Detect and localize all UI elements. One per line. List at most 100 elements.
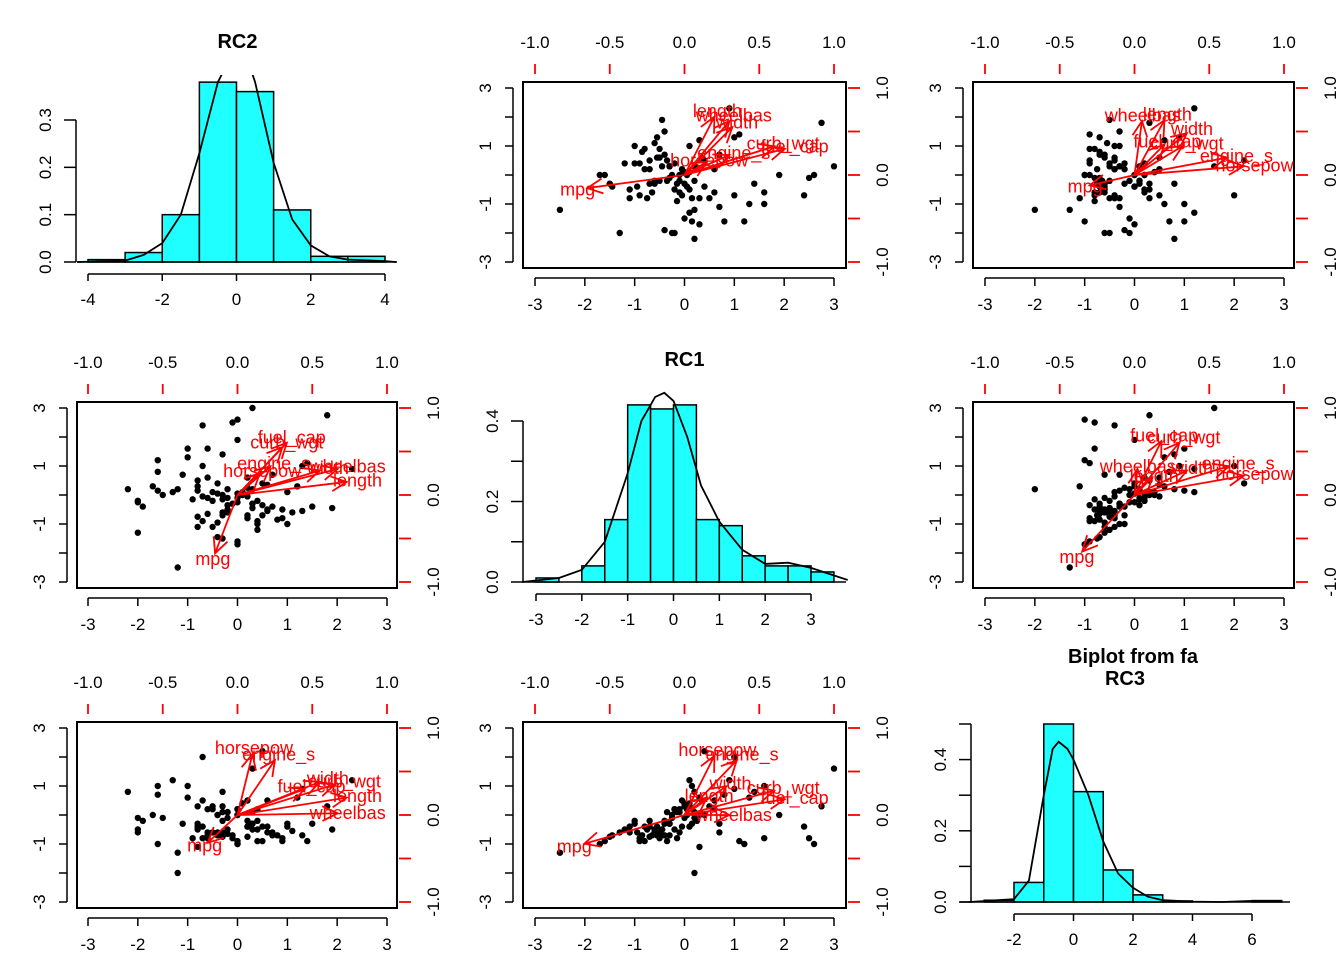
loading-arrow	[683, 796, 708, 816]
x-tick-label: -2	[155, 290, 170, 309]
arrow-head	[689, 160, 709, 177]
loading-arrow	[237, 783, 335, 816]
loading-label: width	[1170, 458, 1213, 478]
score-point	[1081, 457, 1088, 464]
score-point	[199, 517, 206, 525]
arrow-head	[330, 791, 349, 809]
score-point	[1181, 487, 1188, 494]
histogram-bar	[741, 555, 766, 583]
arrow-head	[1170, 131, 1189, 149]
score-point	[199, 422, 206, 429]
score-point	[1126, 177, 1133, 184]
top-tick-label: 1.0	[375, 673, 399, 692]
plot-frame	[76, 401, 398, 589]
score-point	[830, 765, 838, 772]
x-tick-label: -3	[977, 295, 992, 314]
score-point	[706, 195, 713, 202]
x-tick-label: 3	[382, 935, 391, 954]
loading-arrow	[206, 814, 239, 844]
arrow-head	[715, 125, 734, 144]
loading-arrow	[237, 788, 306, 816]
score-point	[626, 186, 633, 193]
score-point	[761, 200, 768, 208]
score-point	[159, 491, 166, 499]
score-point	[194, 523, 201, 531]
score-point	[1066, 206, 1073, 213]
score-point	[676, 177, 683, 184]
score-point	[264, 829, 271, 836]
panel-title: RC2	[217, 31, 257, 53]
y-tick-label: 0.2	[931, 819, 950, 843]
x-tick-label: -1	[1077, 295, 1092, 314]
score-point	[249, 500, 256, 507]
score-point	[199, 753, 206, 761]
right-tick-label: -1.0	[873, 247, 892, 276]
y-tick-label: 3	[926, 83, 945, 92]
score-point	[249, 826, 256, 833]
score-point	[701, 183, 708, 190]
arrow-head	[712, 153, 732, 169]
score-point	[711, 797, 718, 804]
score-point	[671, 806, 678, 813]
histogram-rc1: RC1 -3 -2 -1 0 1 2 3 0.0 0.2 0.4	[483, 349, 848, 629]
score-point	[328, 826, 336, 833]
y-tick-label: -1	[30, 836, 49, 851]
score-point	[775, 811, 783, 819]
y-tick-label: 1	[926, 461, 945, 470]
top-tick-label: -1.0	[970, 353, 999, 372]
top-tick-label: -0.5	[1045, 353, 1074, 372]
arrow-head	[1163, 441, 1181, 460]
score-point	[139, 503, 147, 510]
x-tick-label: 1	[1180, 295, 1189, 314]
loading-label: width	[1170, 119, 1213, 139]
score-point	[1126, 215, 1133, 222]
score-point	[279, 515, 286, 522]
y-tick-label: 3	[30, 403, 49, 412]
top-tick-label: -1.0	[970, 33, 999, 52]
score-point	[1126, 486, 1133, 493]
score-point	[229, 835, 236, 842]
arrow-head	[1147, 439, 1163, 459]
score-point	[1146, 195, 1153, 202]
score-point	[189, 835, 196, 842]
score-point	[1181, 445, 1188, 452]
score-point	[1031, 206, 1039, 213]
score-point	[179, 471, 186, 478]
arrow-head	[266, 445, 284, 464]
score-point	[259, 501, 266, 509]
score-point	[688, 195, 696, 202]
loading-arrow	[587, 174, 685, 189]
x-tick-label: 3	[1279, 615, 1288, 634]
score-point	[1101, 471, 1108, 478]
score-point	[289, 509, 296, 516]
score-point	[696, 843, 703, 851]
top-tick-label: 0.5	[1197, 353, 1221, 372]
score-point	[1111, 422, 1118, 429]
score-point	[691, 206, 698, 213]
x-tick-label: 4	[1188, 930, 1197, 949]
score-point	[673, 197, 681, 205]
score-point	[1106, 509, 1113, 516]
score-point	[1111, 154, 1118, 161]
loading-label: fuel_cap	[761, 136, 829, 157]
score-point	[224, 494, 231, 502]
score-point	[556, 849, 564, 856]
score-point	[1106, 526, 1113, 533]
arrow-head	[206, 826, 225, 845]
x-tick-label: -2	[577, 295, 592, 314]
x-tick-label: -4	[80, 290, 95, 309]
score-point	[269, 503, 276, 510]
loading-arrow	[236, 753, 254, 816]
x-tick-label: 1	[730, 935, 739, 954]
score-point	[651, 139, 658, 147]
top-tick-label: -0.5	[148, 673, 177, 692]
score-point	[688, 820, 696, 827]
x-tick-label: 0	[233, 615, 242, 634]
x-tick-label: -1	[627, 935, 642, 954]
score-point	[224, 814, 231, 822]
arrow-head	[270, 441, 289, 460]
panel-title: RC1	[664, 349, 704, 371]
histogram-panels: RC2 -4 -2 0 2 4 0.0 0.1 0.2 0.3 RC1 -3 -2 -1 0 1 2 3 0.0 0.…	[36, 31, 1290, 949]
score-point	[663, 837, 671, 845]
score-point	[1211, 404, 1218, 412]
